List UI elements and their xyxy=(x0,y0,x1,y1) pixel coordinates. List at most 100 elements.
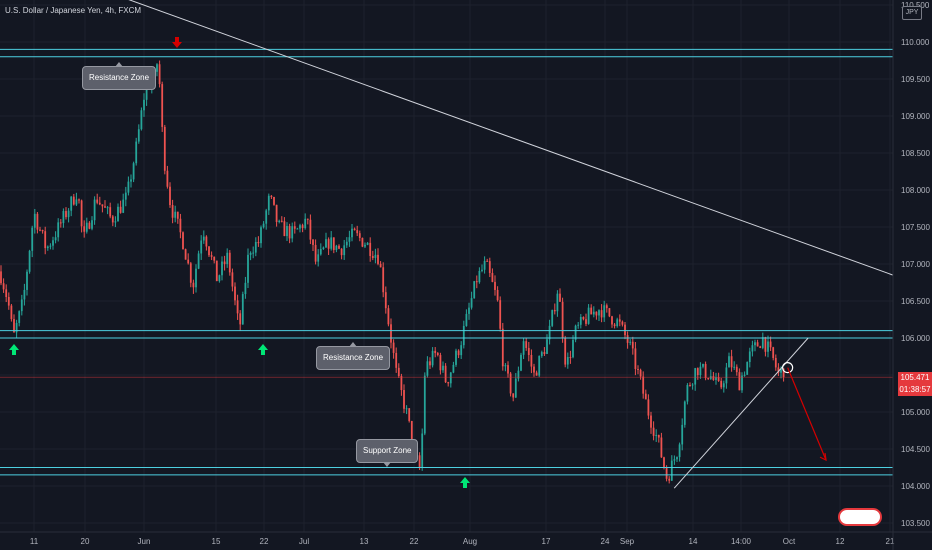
candle-up xyxy=(754,342,756,346)
candle-down xyxy=(98,202,101,205)
candle-up xyxy=(603,305,606,318)
candle-down xyxy=(408,408,411,421)
price-tick-label: 109.000 xyxy=(901,112,930,121)
candle-up xyxy=(200,240,203,254)
candle-up xyxy=(244,282,247,295)
candle-down xyxy=(772,347,775,358)
candle-up xyxy=(426,361,429,376)
candle-down xyxy=(179,218,182,233)
candle-up xyxy=(748,351,751,363)
candle-down xyxy=(618,319,621,322)
candle-up xyxy=(767,341,769,352)
candle-down xyxy=(509,373,512,394)
candle-down xyxy=(171,205,174,218)
candle-up xyxy=(540,352,543,357)
candle-down xyxy=(429,361,431,366)
candle-down xyxy=(223,261,226,265)
time-tick-label: 11 xyxy=(30,537,39,546)
candle-down xyxy=(444,365,447,383)
candle-down xyxy=(410,420,413,445)
candle-down xyxy=(512,393,515,398)
candle-down xyxy=(527,347,530,355)
candle-down xyxy=(10,305,13,320)
candle-down xyxy=(434,350,437,354)
candle-up xyxy=(423,375,426,434)
candle-down xyxy=(491,272,494,282)
time-tick-label: 20 xyxy=(81,537,90,546)
candle-down xyxy=(369,242,372,256)
candle-up xyxy=(431,350,434,366)
candle-up xyxy=(267,195,270,211)
candle-up xyxy=(20,299,23,312)
candle-up xyxy=(247,254,249,283)
candle-down xyxy=(439,355,442,371)
candle-up xyxy=(31,227,34,251)
candle-down xyxy=(184,249,187,260)
candle-up xyxy=(460,345,463,356)
candle-down xyxy=(585,319,587,324)
candle-down xyxy=(663,457,665,468)
candle-down xyxy=(356,230,359,234)
candle-up xyxy=(746,362,749,375)
candle-up xyxy=(694,368,697,385)
candle-down xyxy=(384,292,387,309)
candle-down xyxy=(717,377,720,381)
candle-up xyxy=(520,354,522,371)
candle-down xyxy=(109,207,112,217)
candle-up xyxy=(130,179,132,182)
candle-down xyxy=(257,241,260,244)
callout-pointer xyxy=(115,62,124,67)
candle-down xyxy=(169,186,171,206)
candle-up xyxy=(751,345,754,352)
projection-arrow-line xyxy=(787,367,827,461)
candle-down xyxy=(759,346,762,348)
candle-up xyxy=(156,64,158,72)
candle-up xyxy=(299,225,301,229)
candle-up xyxy=(202,236,205,241)
candle-down xyxy=(564,337,567,365)
candle-down xyxy=(5,289,8,298)
candle-up xyxy=(449,372,452,384)
candle-up xyxy=(26,271,28,290)
time-tick-label: Oct xyxy=(783,537,796,546)
price-tick-label: 110.500 xyxy=(901,1,930,10)
candle-down xyxy=(400,376,403,391)
candle-down xyxy=(83,226,86,232)
candle-down xyxy=(332,237,335,251)
candle-up xyxy=(421,433,424,468)
candle-down xyxy=(499,300,502,329)
candle-down xyxy=(80,200,83,227)
currency-badge[interactable]: JPY xyxy=(902,6,922,20)
candle-up xyxy=(572,339,574,358)
candle-down xyxy=(270,195,273,197)
candle-down xyxy=(13,319,15,333)
candle-up xyxy=(52,240,54,246)
candle-down xyxy=(392,342,395,353)
candle-down xyxy=(530,354,533,367)
candle-up xyxy=(325,239,327,248)
candle-up xyxy=(405,408,408,410)
candle-down xyxy=(533,366,535,373)
candle-down xyxy=(665,467,668,479)
candle-down xyxy=(7,297,10,306)
candle-down xyxy=(36,213,39,230)
candle-up xyxy=(681,424,684,445)
candle-up xyxy=(455,350,457,365)
candles xyxy=(0,60,785,484)
candle-up xyxy=(522,341,525,355)
price-tick-label: 106.000 xyxy=(901,334,930,343)
time-tick-label: 24 xyxy=(601,537,610,546)
candle-down xyxy=(239,313,242,325)
candle-down xyxy=(600,310,603,318)
candle-down xyxy=(738,372,741,391)
candle-up xyxy=(132,163,135,180)
candle-down xyxy=(275,204,278,222)
candle-down xyxy=(288,226,291,239)
candle-up xyxy=(143,99,145,111)
candle-up xyxy=(174,211,177,218)
candle-up xyxy=(260,227,262,244)
candle-down xyxy=(0,271,2,284)
candle-up xyxy=(725,367,728,384)
candle-up xyxy=(374,254,377,258)
